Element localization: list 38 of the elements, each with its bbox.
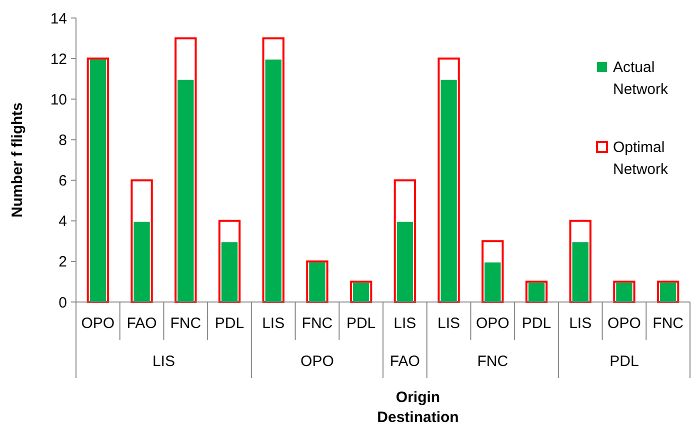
text: FNC	[477, 353, 508, 370]
x-axis-title: Origin Destination	[377, 389, 459, 426]
x-tick-label: PDL	[214, 315, 244, 332]
y-tick-label: 14	[50, 10, 67, 28]
y-tick-label: 0	[58, 294, 67, 312]
x-tick-label: FNC	[302, 315, 333, 332]
bar	[178, 80, 194, 302]
y-tick-label: 4	[58, 213, 67, 230]
x-tick-label: OPO	[81, 315, 115, 332]
bar	[221, 242, 238, 302]
text: FAO	[390, 353, 420, 370]
bar	[440, 80, 457, 302]
y-tick-label: 6	[58, 172, 67, 190]
y-axis-title: Number f flights	[9, 102, 26, 218]
y-tick-label: 10	[50, 91, 67, 108]
bar	[572, 242, 588, 302]
y-tick-label: 2	[58, 254, 67, 271]
y-tick-label: 12	[50, 50, 67, 68]
legend-label: Optimal Network	[613, 139, 669, 178]
bar	[484, 262, 501, 302]
legend-label: Actual Network	[613, 59, 669, 98]
text: OPO	[300, 353, 334, 370]
text: PDL	[610, 353, 639, 370]
x-tick-label: LIS	[262, 315, 285, 332]
bar	[134, 222, 150, 302]
x-tick-label: FNC	[170, 315, 202, 332]
x-tick-label: LIS	[438, 315, 460, 332]
x-tick-label: OPO	[476, 315, 510, 332]
y-tick-label: 8	[58, 132, 67, 149]
x-tick-label: PDL	[522, 315, 552, 332]
bar	[396, 222, 414, 302]
x-tick-label: PDL	[346, 315, 376, 332]
x-tick-label: FAO	[126, 315, 157, 332]
text: LIS	[152, 353, 175, 370]
x-tick-label: LIS	[394, 315, 416, 332]
x-tick-label: OPO	[608, 315, 641, 332]
x-tick-label: FNC	[652, 315, 684, 332]
x-tick-label: LIS	[569, 315, 592, 332]
